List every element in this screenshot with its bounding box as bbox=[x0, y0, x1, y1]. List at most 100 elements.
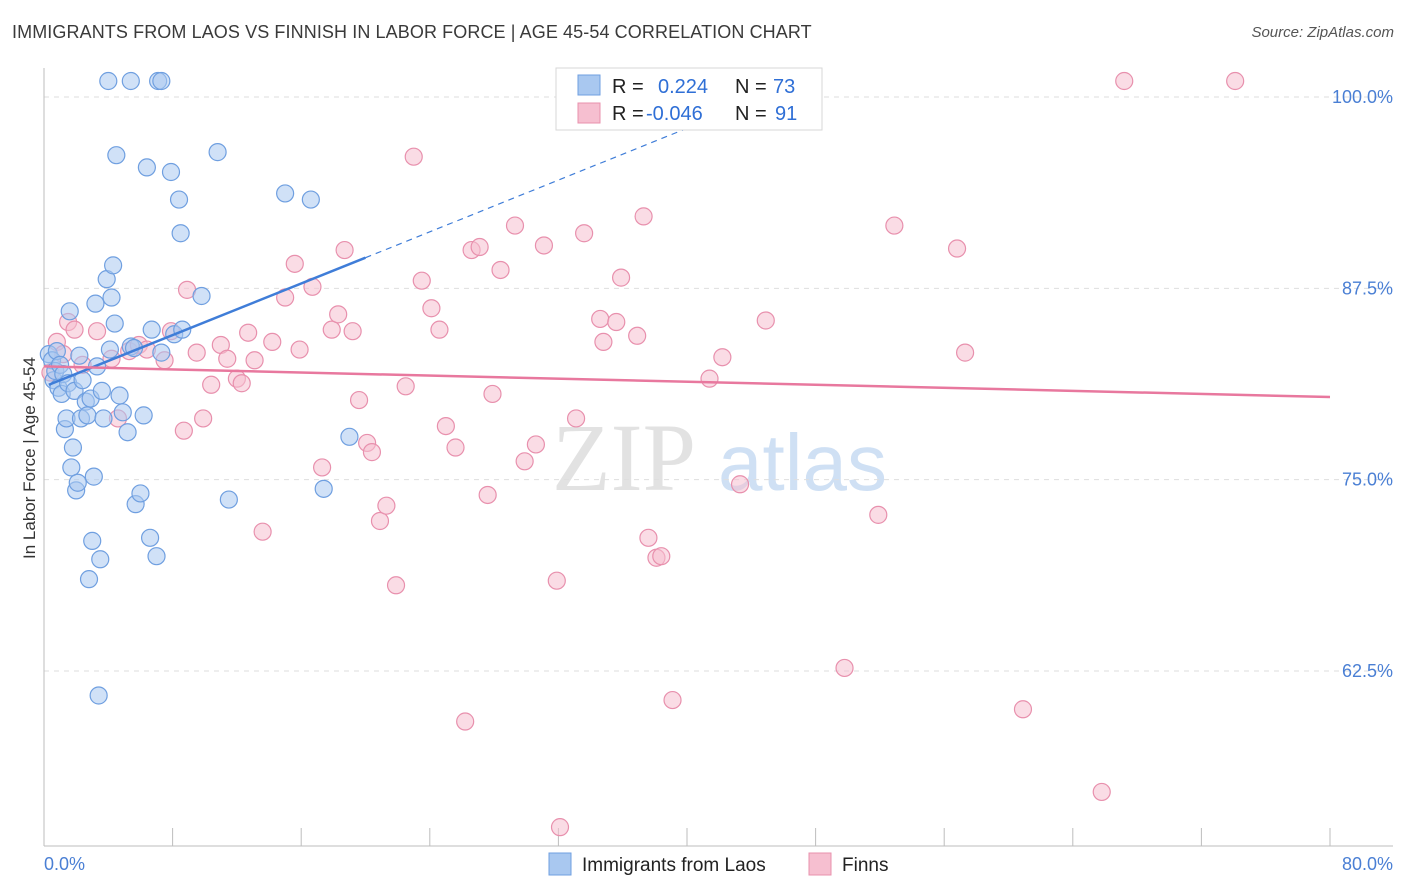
finns-point bbox=[566, 409, 586, 428]
finns-points bbox=[41, 71, 1245, 837]
finns-point bbox=[377, 496, 396, 515]
laos-point bbox=[94, 409, 113, 428]
laos-point bbox=[134, 406, 153, 425]
finns-point bbox=[194, 409, 213, 428]
laos-point bbox=[219, 490, 238, 509]
laos-point bbox=[142, 320, 161, 339]
laos-point bbox=[102, 288, 121, 307]
laos-point bbox=[121, 71, 140, 91]
finns-point bbox=[1115, 71, 1134, 91]
series-legend: Immigrants from Laos Finns bbox=[548, 852, 888, 876]
finns-point bbox=[456, 712, 475, 731]
laos-trend-extension bbox=[365, 114, 720, 259]
finns-point bbox=[232, 374, 251, 393]
laos-point bbox=[208, 143, 227, 162]
finns-point bbox=[634, 207, 653, 226]
finns-point bbox=[534, 236, 554, 255]
laos-point bbox=[314, 479, 333, 498]
laos-point bbox=[301, 190, 320, 209]
finns-point bbox=[955, 343, 975, 362]
finns-point bbox=[253, 522, 272, 541]
finns-point bbox=[430, 320, 449, 339]
stats-legend: R = 0.224 N = 73 R = -0.046 N = 91 bbox=[555, 67, 823, 131]
laos-point bbox=[89, 686, 108, 705]
legend-finns-label: Finns bbox=[842, 855, 888, 876]
finns-point bbox=[245, 351, 264, 370]
laos-point bbox=[171, 224, 190, 243]
finns-point bbox=[526, 435, 545, 454]
legend-finns-swatch bbox=[808, 852, 832, 876]
laos-point bbox=[110, 386, 129, 405]
finns-point bbox=[1092, 782, 1111, 802]
finns-point bbox=[396, 377, 415, 396]
laos-point bbox=[84, 467, 103, 486]
finns-point bbox=[607, 312, 626, 332]
finns-swatch bbox=[577, 102, 601, 124]
laos-point bbox=[192, 286, 211, 306]
finns-point bbox=[422, 299, 441, 318]
finns-point bbox=[628, 326, 647, 345]
laos-point bbox=[104, 256, 123, 275]
x-tick-labels: 0.0% 80.0% bbox=[44, 854, 1393, 874]
laos-point bbox=[63, 438, 83, 457]
finns-point bbox=[491, 260, 510, 280]
finns-point bbox=[370, 511, 390, 531]
finns-point bbox=[869, 505, 888, 524]
laos-trend-line bbox=[48, 256, 366, 386]
laos-point bbox=[62, 458, 81, 477]
laos-point bbox=[91, 550, 110, 569]
finns-point bbox=[239, 323, 258, 342]
n-label-1: N = bbox=[735, 76, 767, 98]
n-value-2: 91 bbox=[775, 103, 797, 125]
laos-points bbox=[39, 71, 359, 705]
laos-point bbox=[152, 71, 171, 91]
trend-lines bbox=[43, 114, 1331, 399]
finns-point bbox=[835, 658, 854, 678]
finns-point bbox=[202, 375, 221, 394]
x-tick-label: 80.0% bbox=[1342, 854, 1393, 874]
watermark-atlas: atlas bbox=[718, 418, 887, 507]
laos-point bbox=[100, 340, 120, 359]
y-axis-label: In Labor Force | Age 45-54 bbox=[20, 357, 39, 559]
finns-point bbox=[505, 216, 525, 235]
chart-title: IMMIGRANTS FROM LAOS VS FINNISH IN LABOR… bbox=[12, 22, 812, 42]
finns-point bbox=[713, 348, 732, 367]
finns-point bbox=[343, 322, 362, 341]
legend-laos-label: Immigrants from Laos bbox=[582, 855, 766, 876]
finns-point bbox=[285, 254, 304, 273]
finns-point bbox=[730, 475, 750, 494]
finns-point bbox=[756, 311, 775, 330]
n-value-1: 73 bbox=[773, 76, 795, 98]
laos-point bbox=[78, 406, 97, 425]
finns-point bbox=[575, 224, 594, 243]
finns-point bbox=[263, 332, 282, 352]
laos-point bbox=[113, 403, 132, 422]
finns-point bbox=[663, 690, 682, 710]
finns-point bbox=[386, 576, 406, 595]
laos-point bbox=[340, 427, 359, 446]
finns-point bbox=[404, 147, 423, 166]
laos-point bbox=[86, 294, 105, 313]
finns-point bbox=[335, 240, 354, 260]
finns-point bbox=[885, 216, 904, 235]
laos-point bbox=[105, 314, 124, 333]
laos-point bbox=[83, 531, 102, 550]
finns-point bbox=[290, 340, 309, 359]
laos-point bbox=[152, 343, 171, 362]
y-tick-label: 100.0% bbox=[1332, 87, 1393, 107]
finns-point bbox=[639, 528, 658, 547]
source-credit: Source: ZipAtlas.com bbox=[1251, 24, 1394, 41]
finns-point bbox=[594, 332, 613, 352]
laos-swatch bbox=[577, 74, 601, 96]
laos-point bbox=[79, 570, 99, 589]
finns-point bbox=[947, 239, 967, 258]
laos-point bbox=[169, 190, 189, 209]
finns-point bbox=[611, 268, 631, 287]
laos-point bbox=[60, 302, 79, 321]
n-label-2: N = bbox=[735, 103, 767, 125]
finns-point bbox=[174, 421, 193, 440]
finns-point bbox=[547, 571, 566, 590]
finns-point bbox=[591, 309, 610, 329]
laos-point bbox=[131, 484, 150, 503]
